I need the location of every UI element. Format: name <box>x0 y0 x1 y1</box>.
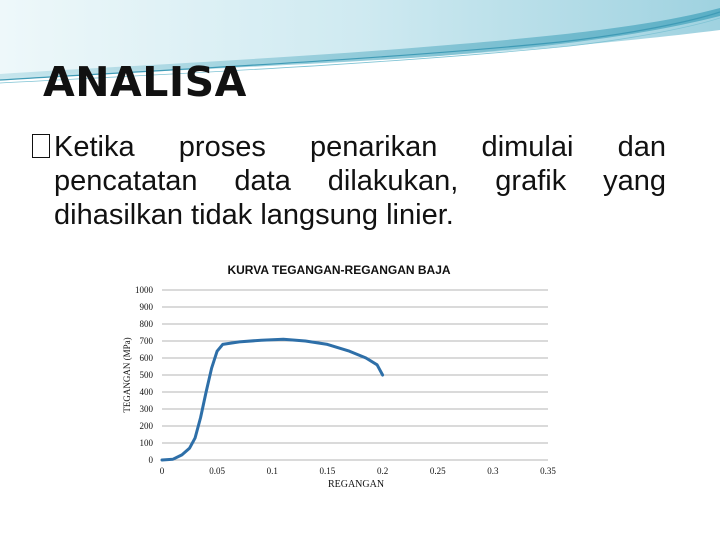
y-tick-label: 900 <box>140 302 154 312</box>
bullet-text: Ketika proses penarikan dimulai dan penc… <box>54 131 666 231</box>
slide-title: ANALISA <box>43 58 247 106</box>
chart-title: KURVA TEGANGAN-REGANGAN BAJA <box>227 263 450 277</box>
chart-series <box>160 337 385 462</box>
y-tick-label: 100 <box>140 438 154 448</box>
y-tick-labels: 0 100 200 300 400 500 600 700 800 900 1000 <box>135 285 154 465</box>
header-banner-graphic <box>0 0 720 84</box>
stress-strain-chart: KURVA TEGANGAN-REGANGAN BAJA 0 100 200 300 4… <box>122 263 557 490</box>
y-tick-label: 1000 <box>135 285 154 295</box>
x-tick-label: 0 <box>160 466 165 476</box>
x-tick-label: 0.15 <box>320 466 336 476</box>
bullet-icon <box>32 134 50 158</box>
y-tick-label: 200 <box>140 421 154 431</box>
y-tick-label: 700 <box>140 336 154 346</box>
x-tick-label: 0.3 <box>487 466 499 476</box>
x-axis-label: REGANGAN <box>328 479 384 490</box>
series-line-0 <box>160 337 385 462</box>
y-tick-label: 400 <box>140 387 154 397</box>
x-tick-label: 0.2 <box>377 466 388 476</box>
x-tick-labels: 0 0.05 0.1 0.15 0.2 0.25 0.3 0.35 <box>160 466 557 476</box>
y-axis-label: TEGANGAN (MPa) <box>122 337 132 412</box>
y-tick-label: 0 <box>149 455 154 465</box>
y-tick-label: 500 <box>140 370 154 380</box>
bullet-paragraph: Ketika proses penarikan dimulai dan penc… <box>32 130 666 232</box>
y-tick-label: 600 <box>140 353 154 363</box>
y-tick-label: 800 <box>140 319 154 329</box>
x-tick-label: 0.1 <box>267 466 278 476</box>
y-tick-label: 300 <box>140 404 154 414</box>
x-tick-label: 0.05 <box>209 466 225 476</box>
x-tick-label: 0.25 <box>430 466 446 476</box>
x-tick-label: 0.35 <box>540 466 556 476</box>
chart-gridlines <box>162 289 548 461</box>
